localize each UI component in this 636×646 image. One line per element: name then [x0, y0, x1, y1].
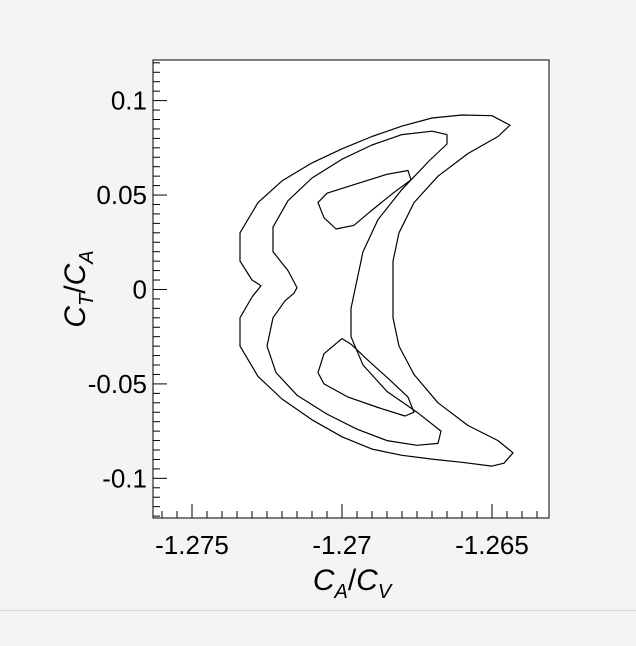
y-axis-label-sep: / — [59, 285, 92, 294]
y-axis-label-sub2: A — [76, 250, 98, 264]
y-axis-label-main2: C — [59, 263, 92, 285]
contour-line-middle — [266, 130, 448, 446]
x-axis: -1.275 -1.27 -1.265 — [155, 504, 538, 560]
x-tick-label: -1.27 — [312, 530, 371, 560]
y-axis: 0.1 0.05 0 -0.05 -0.1 — [88, 62, 167, 517]
contour-line-outer — [239, 114, 514, 467]
x-axis-label-main2: C — [356, 564, 378, 597]
contour-line-inner-lower — [317, 338, 415, 417]
y-axis-label-sub1: T — [76, 292, 98, 306]
x-axis-label: CA/CV — [313, 564, 393, 603]
x-tick-label: -1.265 — [455, 530, 529, 560]
x-axis-label-sub2: V — [378, 581, 393, 603]
contour-lines — [239, 114, 514, 467]
x-axis-label-sub1: A — [333, 581, 347, 603]
plot-frame — [152, 59, 550, 519]
y-tick-label: 0.05 — [96, 180, 147, 210]
y-tick-label: -0.1 — [102, 463, 147, 493]
bottom-divider — [0, 610, 636, 611]
y-axis-label: CT/CA — [59, 250, 98, 327]
y-tick-label: -0.05 — [88, 369, 147, 399]
y-tick-label: 0 — [133, 274, 147, 304]
x-axis-label-main: C — [313, 564, 335, 597]
y-tick-label: 0.1 — [111, 86, 147, 116]
contour-line-inner-upper — [317, 169, 412, 230]
y-axis-label-main: C — [59, 306, 92, 328]
x-axis-label-sep: / — [348, 564, 357, 597]
x-tick-label: -1.275 — [155, 530, 229, 560]
